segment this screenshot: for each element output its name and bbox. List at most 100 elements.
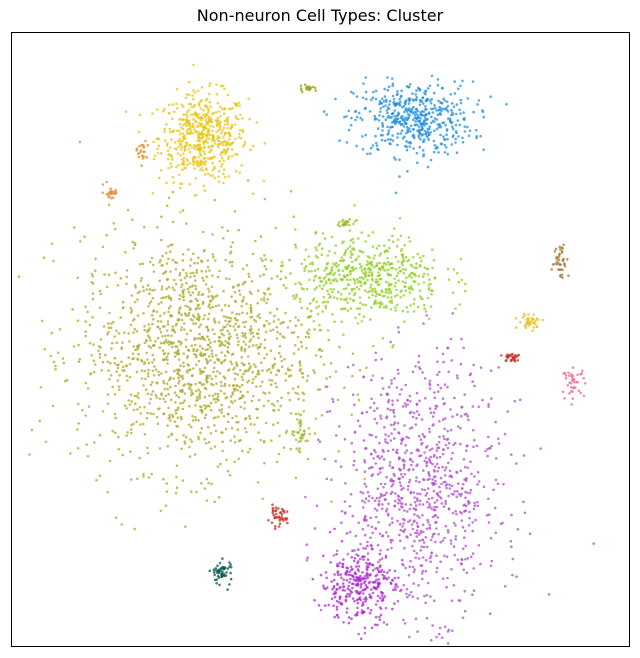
data-point — [160, 288, 164, 291]
data-point — [65, 378, 69, 382]
data-point — [376, 623, 379, 627]
data-point — [181, 390, 184, 394]
data-point — [357, 632, 361, 636]
data-point — [405, 148, 409, 152]
data-point — [454, 537, 458, 541]
data-point — [472, 589, 476, 592]
data-point — [343, 115, 346, 119]
data-point — [398, 522, 402, 526]
data-point — [172, 129, 175, 132]
data-point — [418, 434, 421, 438]
data-point — [403, 528, 407, 531]
data-point — [370, 453, 373, 456]
data-point — [463, 536, 466, 539]
data-point — [408, 519, 412, 522]
data-point — [369, 406, 372, 409]
data-point — [390, 301, 394, 305]
data-point — [241, 130, 245, 134]
data-point — [359, 542, 362, 546]
data-point — [242, 281, 246, 284]
data-point — [417, 354, 421, 358]
data-point — [292, 331, 296, 334]
data-point — [176, 152, 180, 155]
data-point — [177, 406, 180, 410]
data-point — [522, 500, 525, 504]
data-point — [408, 145, 412, 148]
data-point — [201, 300, 205, 304]
data-point — [170, 433, 173, 437]
data-point — [234, 115, 237, 118]
data-point — [443, 151, 447, 154]
data-point — [458, 123, 462, 127]
data-point — [242, 372, 245, 376]
data-point — [431, 415, 435, 418]
data-point — [440, 142, 444, 146]
data-point — [325, 377, 328, 380]
data-point — [211, 253, 215, 256]
data-point — [374, 134, 377, 138]
data-point — [337, 600, 341, 604]
data-point — [392, 411, 396, 415]
data-point — [336, 223, 340, 227]
data-point — [427, 138, 431, 142]
data-point — [393, 499, 397, 503]
data-point — [466, 491, 469, 495]
data-point — [505, 102, 508, 106]
data-point — [198, 307, 201, 310]
data-point — [408, 635, 411, 639]
data-point — [129, 323, 133, 327]
data-point — [353, 557, 357, 560]
data-point — [430, 115, 433, 119]
data-point — [340, 220, 344, 223]
data-point — [380, 591, 384, 594]
data-point — [166, 157, 170, 161]
data-point — [174, 282, 178, 286]
data-point — [222, 181, 225, 185]
data-point — [345, 115, 348, 118]
data-point — [106, 490, 109, 494]
data-point — [318, 323, 321, 327]
data-point — [182, 152, 185, 155]
data-point — [415, 402, 419, 406]
data-point — [235, 312, 238, 316]
data-point — [257, 313, 261, 316]
data-point — [378, 532, 382, 536]
data-point — [282, 446, 286, 449]
data-point — [391, 84, 395, 88]
data-point — [179, 118, 183, 121]
data-point — [437, 125, 441, 129]
data-point — [394, 451, 398, 454]
data-point — [209, 117, 213, 120]
data-point — [218, 344, 222, 348]
data-point — [239, 113, 242, 117]
data-point — [355, 144, 358, 148]
data-point — [392, 472, 396, 476]
data-point — [319, 573, 323, 577]
data-point — [373, 586, 376, 590]
data-point — [175, 464, 179, 468]
data-point — [388, 103, 391, 106]
data-point — [210, 482, 213, 486]
data-point — [469, 372, 473, 376]
data-point — [391, 345, 394, 349]
data-point — [252, 378, 255, 381]
data-point — [204, 269, 208, 273]
data-point — [461, 79, 464, 83]
data-point — [394, 191, 398, 195]
data-point — [191, 284, 195, 287]
data-point — [210, 349, 214, 353]
data-point — [441, 539, 445, 542]
data-point — [424, 569, 428, 573]
data-point — [514, 317, 518, 320]
data-point — [382, 570, 386, 574]
data-point — [224, 339, 227, 343]
data-point — [190, 344, 194, 348]
data-point — [443, 536, 446, 540]
data-point — [471, 529, 475, 533]
data-point — [249, 311, 253, 314]
data-point — [342, 621, 345, 624]
data-point — [233, 460, 236, 464]
data-point — [192, 163, 195, 166]
data-point — [376, 127, 380, 130]
data-point — [411, 98, 415, 101]
